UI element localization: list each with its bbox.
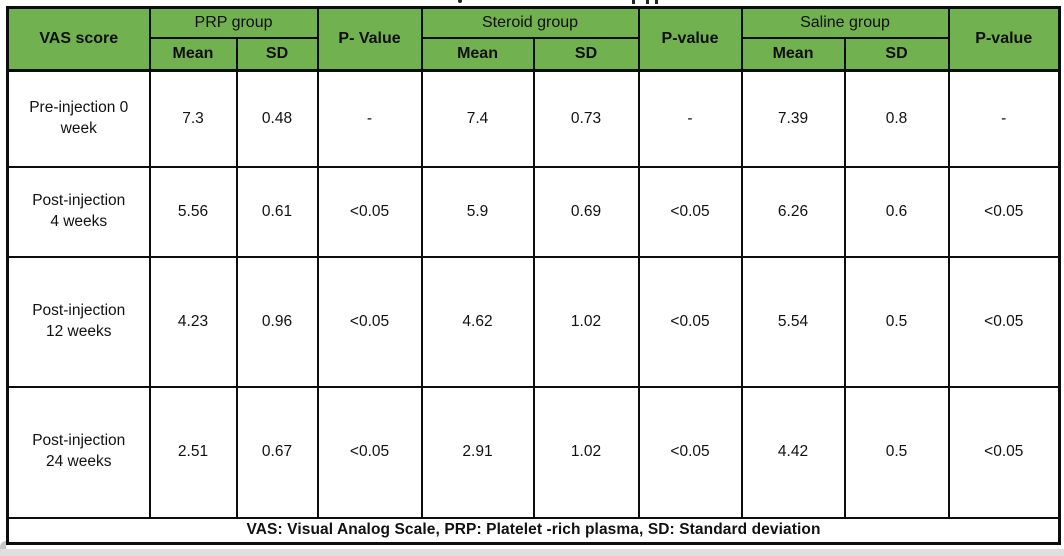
cell-steroid-mean: 5.9 xyxy=(420,165,535,258)
cell-prp-sd: 0.48 xyxy=(235,69,319,168)
header-p-value-steroid: P-value xyxy=(637,6,743,72)
window-bottom-edge xyxy=(0,549,1064,556)
cell-saline-mean: 5.54 xyxy=(740,255,846,388)
table-row-post-injection-4-weeks: Post-injection 4 weeks 5.56 0.61 <0.05 5… xyxy=(6,165,1061,258)
cell-saline-sd: 0.5 xyxy=(843,255,950,388)
header-vas-score: VAS score xyxy=(6,6,151,72)
cell-prp-mean: 7.3 xyxy=(148,69,238,168)
group-header-steroid: Steroid group xyxy=(420,6,640,39)
caption-descender-mark xyxy=(458,0,462,3)
table-row-post-injection-24-weeks: Post-injection 24 weeks 2.51 0.67 <0.05 … xyxy=(6,385,1061,519)
cell-steroid-mean: 2.91 xyxy=(420,385,535,519)
table-footnote: VAS: Visual Analog Scale, PRP: Platelet … xyxy=(6,516,1061,545)
cell-steroid-p: <0.05 xyxy=(637,165,743,258)
header-p-value-prp: P- Value xyxy=(316,6,423,72)
cell-saline-mean: 4.42 xyxy=(740,385,846,519)
group-header-prp: PRP group xyxy=(148,6,319,39)
cell-prp-p: <0.05 xyxy=(316,165,423,258)
cell-steroid-mean: 4.62 xyxy=(420,255,535,388)
cell-steroid-sd: 1.02 xyxy=(532,255,640,388)
row-label: Post-injection 12 weeks xyxy=(6,255,151,388)
cell-steroid-p: - xyxy=(637,69,743,168)
cell-prp-mean: 5.56 xyxy=(148,165,238,258)
subheader-prp-mean: Mean xyxy=(148,36,238,72)
cropped-caption-remnant xyxy=(0,0,1064,5)
row-label: Post-injection 4 weeks xyxy=(6,165,151,258)
caption-descender-mark xyxy=(646,0,649,4)
header-row-groups: VAS score PRP group P- Value Steroid gro… xyxy=(6,6,1061,72)
cell-saline-sd: 0.6 xyxy=(843,165,950,258)
cell-steroid-p: <0.05 xyxy=(637,255,743,388)
group-header-saline: Saline group xyxy=(740,6,950,39)
header-p-value-saline: P-value xyxy=(947,6,1061,72)
cell-steroid-sd: 0.69 xyxy=(532,165,640,258)
table-row-post-injection-12-weeks: Post-injection 12 weeks 4.23 0.96 <0.05 … xyxy=(6,255,1061,388)
row-label: Pre-injection 0 week xyxy=(6,69,151,168)
cell-saline-mean: 6.26 xyxy=(740,165,846,258)
cell-saline-sd: 0.8 xyxy=(843,69,950,168)
cell-saline-p: <0.05 xyxy=(947,385,1061,519)
cell-saline-p: <0.05 xyxy=(947,165,1061,258)
cell-saline-p: - xyxy=(947,69,1061,168)
cell-prp-mean: 2.51 xyxy=(148,385,238,519)
cell-steroid-p: <0.05 xyxy=(637,385,743,519)
subheader-steroid-sd: SD xyxy=(532,36,640,72)
cell-steroid-mean: 7.4 xyxy=(420,69,535,168)
table-footnote-row: VAS: Visual Analog Scale, PRP: Platelet … xyxy=(6,516,1061,545)
window-corner xyxy=(0,541,6,550)
caption-descender-mark xyxy=(632,0,635,4)
cell-steroid-sd: 0.73 xyxy=(532,69,640,168)
cell-saline-p: <0.05 xyxy=(947,255,1061,388)
cell-prp-p: - xyxy=(316,69,423,168)
cell-prp-p: <0.05 xyxy=(316,255,423,388)
cell-prp-mean: 4.23 xyxy=(148,255,238,388)
header-row-mean-sd: Mean SD Mean SD Mean SD xyxy=(8,36,1060,72)
cell-saline-mean: 7.39 xyxy=(740,69,846,168)
cell-saline-sd: 0.5 xyxy=(843,385,950,519)
row-label: Post-injection 24 weeks xyxy=(6,385,151,519)
cell-prp-sd: 0.96 xyxy=(235,255,319,388)
subheader-saline-mean: Mean xyxy=(740,36,846,72)
subheader-steroid-mean: Mean xyxy=(420,36,535,72)
vas-score-table: VAS score PRP group P- Value Steroid gro… xyxy=(6,6,1062,545)
subheader-prp-sd: SD xyxy=(235,36,319,72)
caption-descender-mark xyxy=(655,0,658,4)
subheader-saline-sd: SD xyxy=(843,36,950,72)
cell-prp-p: <0.05 xyxy=(316,385,423,519)
cell-prp-sd: 0.67 xyxy=(235,385,319,519)
cell-prp-sd: 0.61 xyxy=(235,165,319,258)
table-row-pre-injection-0-week: Pre-injection 0 week 7.3 0.48 - 7.4 0.73… xyxy=(6,69,1061,168)
cell-steroid-sd: 1.02 xyxy=(532,385,640,519)
